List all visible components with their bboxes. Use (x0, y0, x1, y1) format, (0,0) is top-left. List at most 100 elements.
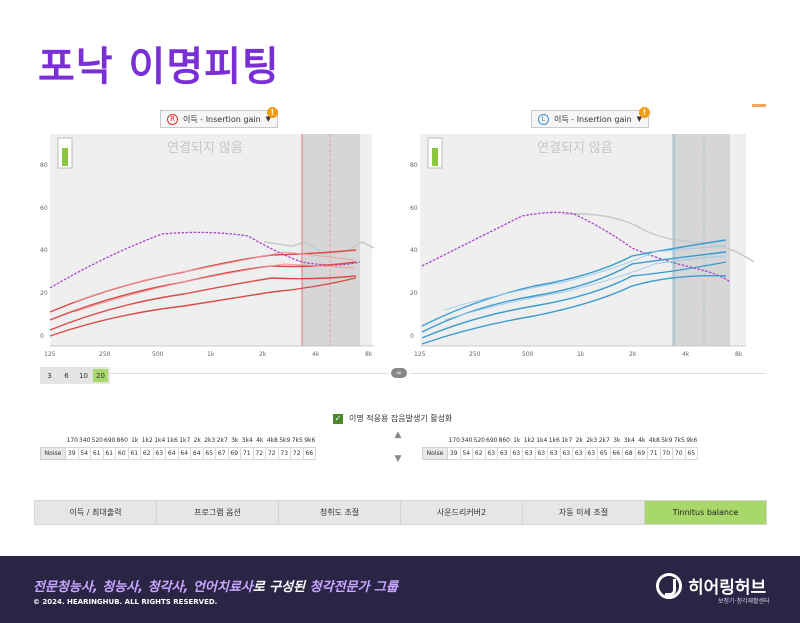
right-gain-chart[interactable]: 연결되지 않음 80 60 40 20 0 125 250 500 1k 2k … (34, 130, 390, 362)
level-step-button[interactable]: 3 (47, 371, 52, 380)
noise-value-cell[interactable]: 70 (660, 447, 673, 460)
target-curve (443, 245, 727, 311)
noise-row-label: Noise (422, 447, 448, 460)
x-tick-labels: 125 250 500 1k 2k 4k 8k (414, 351, 743, 358)
noise-value-cell[interactable]: 63 (573, 447, 586, 460)
noise-value-cell[interactable]: 61 (91, 447, 104, 460)
freq-header-cell: 1k2 (523, 437, 535, 444)
noise-value-cell[interactable]: 64 (191, 447, 204, 460)
freq-header-cell: 9k6 (686, 437, 698, 444)
noise-value-cell[interactable]: 65 (203, 447, 216, 460)
left-ear-badge: L (538, 113, 549, 125)
out-of-range-region (302, 134, 360, 346)
freq-header-cell: 340 (461, 437, 473, 444)
noise-value-cell[interactable]: 63 (523, 447, 536, 460)
freq-header-cell: 2k3 (586, 437, 598, 444)
noise-value-cell[interactable]: 62 (141, 447, 154, 460)
tab-auto-fine-tuning[interactable]: 자동 미세 조절 (523, 501, 645, 524)
x-tick-labels: 125 250 500 1k 2k 4k 8k (44, 351, 373, 358)
noise-value-cell[interactable]: 64 (178, 447, 191, 460)
noise-value-cell[interactable]: 39 (66, 447, 79, 460)
warning-icon[interactable]: ! (639, 107, 650, 118)
freq-header-cell: 4k (638, 437, 646, 444)
arrow-up-icon[interactable]: ▲ (394, 430, 402, 440)
noise-value-cell[interactable]: 60 (116, 447, 129, 460)
freq-header-cell: 1k4 (154, 437, 166, 444)
tab-audibility[interactable]: 청취도 조절 (279, 501, 401, 524)
freq-header-cell: 520 (473, 437, 485, 444)
noise-value-cell[interactable]: 63 (535, 447, 548, 460)
noise-value-row: Noise 39 54 62 63 63 63 63 63 63 63 63 63 65 66 68 69 71… (422, 447, 698, 460)
noise-value-cell[interactable]: 63 (585, 447, 598, 460)
freq-header-cell: 860 (498, 437, 510, 444)
noise-value-cell[interactable]: 65 (685, 447, 698, 460)
noise-value-cell[interactable]: 71 (648, 447, 661, 460)
noise-value-cell[interactable]: 69 (635, 447, 648, 460)
link-icon[interactable]: ∞ (391, 368, 407, 378)
noise-value-cell[interactable]: 63 (510, 447, 523, 460)
noise-value-cell[interactable]: 69 (228, 447, 241, 460)
noise-value-cell[interactable]: 54 (78, 447, 91, 460)
footer-tagline: 전문청능사, 청능사, 청각사, 언어치료사로 구성된 청각전문가 그룹 (33, 580, 398, 595)
freq-header-cell: 7k5 (291, 437, 303, 444)
right-target-curves (73, 251, 355, 313)
x-tick: 4k (312, 351, 320, 358)
divider (108, 373, 388, 374)
noise-value-cell[interactable]: 63 (498, 447, 511, 460)
level-meter-fill (62, 148, 68, 166)
tab-soundrecover2[interactable]: 사운드리커버2 (401, 501, 523, 524)
right-status-text: 연결되지 않음 (167, 141, 243, 156)
noise-value-cell[interactable]: 64 (166, 447, 179, 460)
noise-value-cell[interactable]: 39 (448, 447, 461, 460)
page-title: 포낙 이명피팅 (38, 44, 280, 90)
gain-curve (421, 275, 727, 345)
noise-value-cell[interactable]: 54 (460, 447, 473, 460)
freq-header-cell: 1k7 (561, 437, 573, 444)
target-curve (73, 263, 355, 313)
freq-header-cell: 2k7 (216, 437, 228, 444)
left-gain-selector[interactable]: L 이득 - Insertion gain ▼ (531, 110, 650, 128)
noise-value-cell[interactable]: 72 (253, 447, 266, 460)
noise-value-cell[interactable]: 73 (278, 447, 291, 460)
noise-value-cell[interactable]: 67 (216, 447, 229, 460)
right-ear-badge: R (167, 113, 178, 125)
level-step-button[interactable]: 10 (79, 371, 88, 380)
noise-value-cell[interactable]: 66 (303, 447, 316, 460)
arrow-down-icon[interactable]: ▼ (394, 454, 402, 464)
noise-value-cell[interactable]: 70 (673, 447, 686, 460)
right-gain-label: 이득 - Insertion gain (183, 114, 261, 124)
noise-value-cell[interactable]: 71 (241, 447, 254, 460)
tab-gain-mpo[interactable]: 이득 / 최대출력 (35, 501, 157, 524)
gain-curve (421, 251, 727, 333)
freq-header-cell: 1k7 (179, 437, 191, 444)
checkbox-checked[interactable]: ✓ (333, 413, 343, 424)
left-gain-curves (421, 239, 727, 345)
noise-value-cell[interactable]: 62 (473, 447, 486, 460)
noise-stepper[interactable]: ▲ ▼ (385, 430, 411, 464)
level-step-button-active[interactable]: 20 (93, 369, 108, 382)
noise-value-cell[interactable]: 63 (485, 447, 498, 460)
noise-value-cell[interactable]: 66 (610, 447, 623, 460)
noise-value-cell[interactable]: 68 (623, 447, 636, 460)
level-step-button[interactable]: 6 (64, 371, 69, 380)
gain-curve (421, 239, 727, 327)
noise-value-cell[interactable]: 61 (128, 447, 141, 460)
freq-header-cell: 2k (193, 437, 201, 444)
right-gain-selector[interactable]: R 이득 - Insertion gain ▼ (160, 110, 279, 128)
tab-program-options[interactable]: 프로그램 옵션 (157, 501, 279, 524)
gain-curve (421, 261, 727, 339)
noise-value-cell[interactable]: 63 (153, 447, 166, 460)
left-gain-chart[interactable]: 연결되지 않음 80 60 40 20 0 125 250 500 1k 2k … (404, 130, 766, 362)
noise-value-cell[interactable]: 61 (103, 447, 116, 460)
warning-icon[interactable]: ! (267, 107, 278, 118)
x-tick: 8k (365, 351, 373, 358)
noise-value-cell[interactable]: 63 (560, 447, 573, 460)
freq-header-cell: 1k (131, 437, 139, 444)
noise-value-cell[interactable]: 65 (598, 447, 611, 460)
noise-value-cell[interactable]: 72 (291, 447, 304, 460)
y-tick: 40 (40, 247, 48, 254)
tab-tinnitus-balance[interactable]: Tinnitus balance (645, 501, 766, 524)
noise-value-cell[interactable]: 63 (548, 447, 561, 460)
noise-generator-toggle[interactable]: ✓ 이명 적응용 잡음발생기 활성화 (333, 413, 452, 424)
noise-value-cell[interactable]: 72 (266, 447, 279, 460)
